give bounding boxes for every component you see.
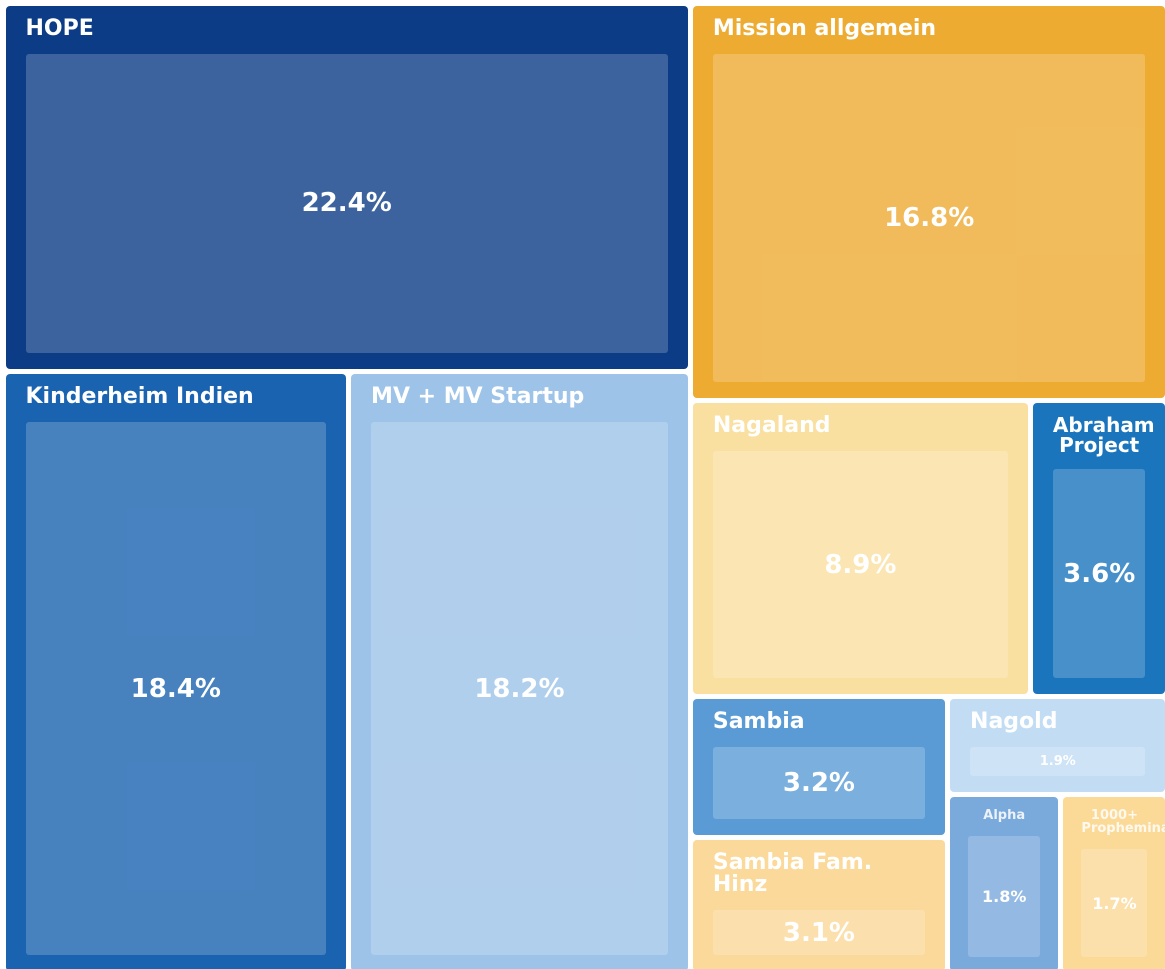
tile: Alpha 1.8% [950, 796, 1059, 969]
value-label: 22.4% [301, 188, 392, 219]
tile-label: MV + MV Startup [371, 384, 585, 410]
value-box: 16.8% [712, 53, 1146, 383]
tile: Nagold 1.9% [950, 699, 1165, 792]
value-box: 1.8% [968, 835, 1041, 958]
value-label: 3.1% [782, 917, 855, 948]
value-box: 3.6% [1052, 469, 1146, 679]
value-label: 1.8% [982, 887, 1027, 907]
value-label: 3.6% [1063, 558, 1136, 589]
tile: Kinderheim Indien 18.4% [5, 374, 347, 969]
value-box: 22.4% [25, 53, 668, 354]
value-label: 1.9% [1039, 754, 1076, 770]
tile-label: Sambia Fam. Hinz [712, 850, 873, 898]
tile: MV + MV Startup 18.2% [351, 374, 688, 969]
tile-label: 1000+ Prophemina [1081, 807, 1165, 836]
tile: HOPE 22.4% [5, 5, 688, 370]
tile-label: Mission allgemein [712, 15, 937, 41]
value-label: 8.9% [824, 549, 897, 580]
tile: 1000+ Prophemina 1.7% [1063, 796, 1165, 969]
value-box: 1.7% [1081, 848, 1148, 958]
tile: Abraham Project 3.6% [1032, 403, 1165, 695]
tile: Sambia 3.2% [692, 699, 946, 836]
tile-label: Abraham Project [1052, 413, 1155, 458]
tile: Mission allgemein 16.8% [692, 5, 1165, 399]
tile-label: Sambia [712, 709, 805, 735]
value-box: 3.1% [712, 910, 926, 956]
tile-label: Kinderheim Indien [25, 384, 254, 410]
value-label: 18.4% [130, 673, 221, 704]
tile: Nagaland 8.9% [692, 403, 1028, 695]
value-box: 18.4% [25, 422, 327, 956]
tile-label: Nagaland [712, 413, 831, 439]
tile-label: Nagold [970, 709, 1058, 735]
value-box: 8.9% [712, 451, 1008, 679]
value-box: 18.2% [371, 422, 668, 956]
value-label: 16.8% [884, 202, 975, 233]
value-label: 1.7% [1092, 893, 1137, 913]
tile-label: HOPE [25, 15, 94, 41]
value-label: 18.2% [474, 673, 565, 704]
tile: Sambia Fam. Hinz 3.1% [692, 840, 946, 969]
value-label: 3.2% [782, 768, 855, 799]
tile-label: Alpha [983, 807, 1026, 823]
value-box: 3.2% [712, 747, 926, 820]
value-box: 1.9% [970, 747, 1146, 776]
